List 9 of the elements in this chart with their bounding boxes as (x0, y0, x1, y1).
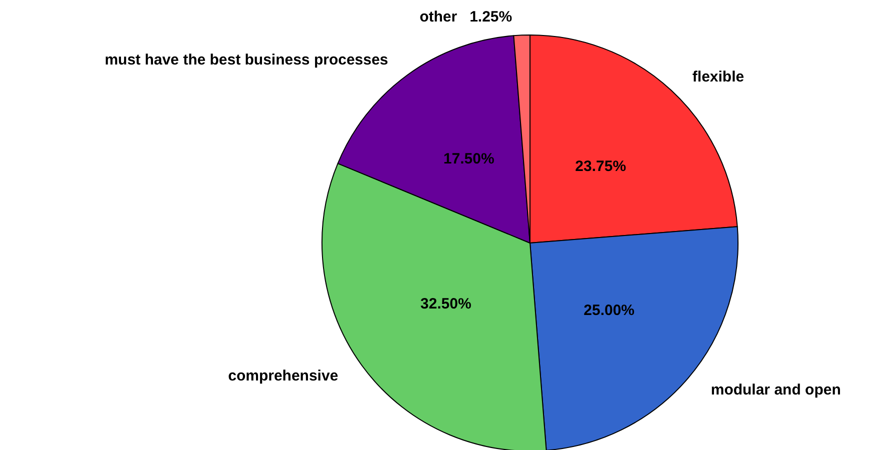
data-label: 32.50% (420, 296, 472, 313)
slice-label: modular and open (710, 381, 841, 398)
data-label: 25.00% (584, 302, 635, 320)
slice-label: flexible (692, 68, 744, 86)
data-label: 17.50% (443, 150, 494, 168)
slice-label: must have the best business processes (104, 52, 388, 69)
slice-label: other 1.25% (420, 8, 512, 26)
data-label: 23.75% (575, 158, 626, 176)
slice-label: comprehensive (228, 367, 338, 384)
